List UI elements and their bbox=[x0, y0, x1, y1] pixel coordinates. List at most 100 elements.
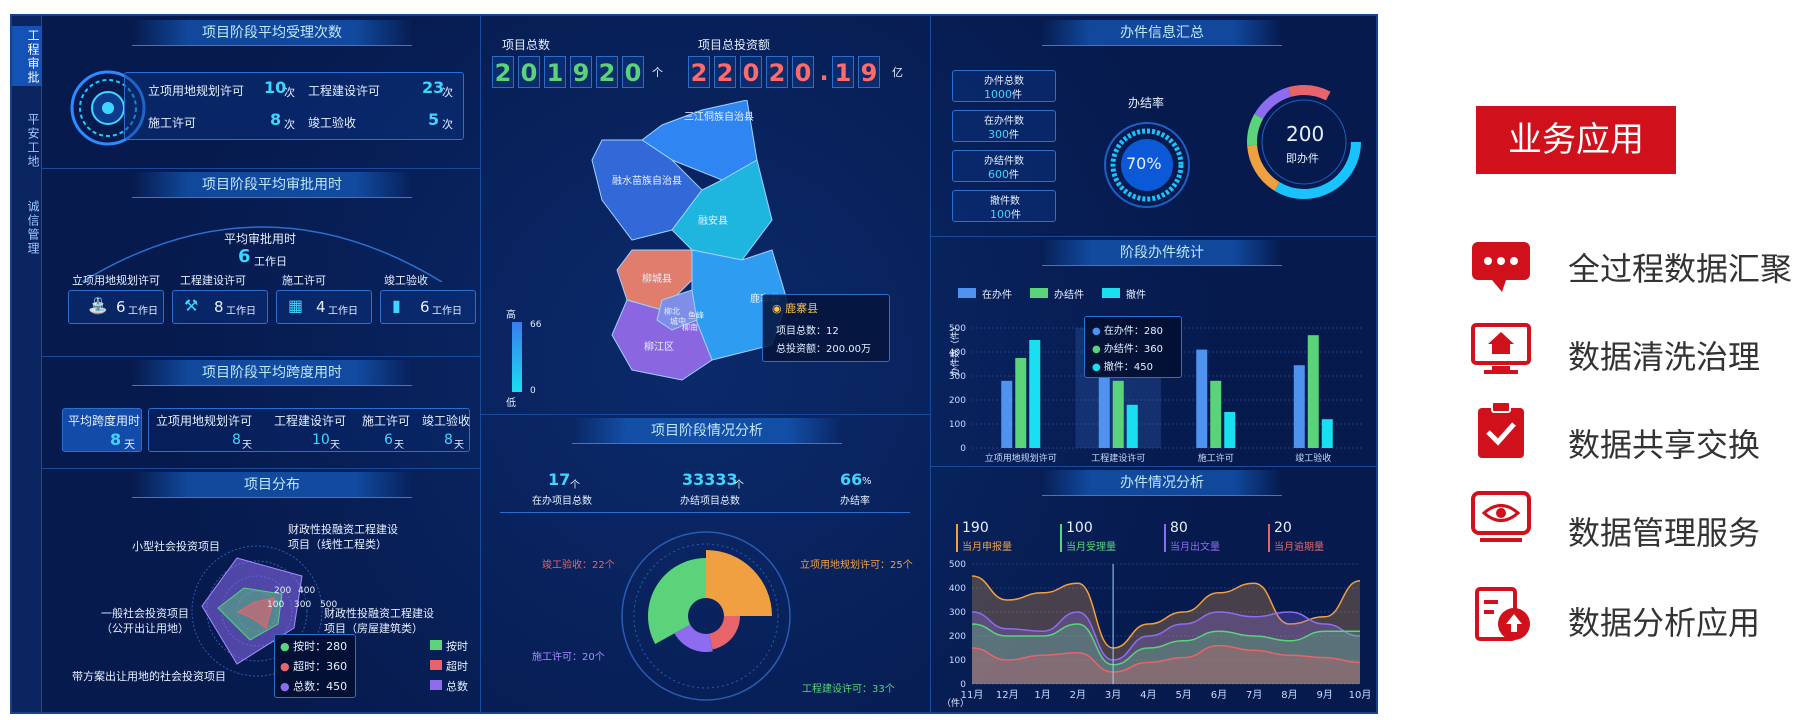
area-line[interactable] bbox=[971, 623, 1360, 666]
map-region-label: 柳北 bbox=[664, 307, 680, 316]
tab-credit-management[interactable]: 诚信管理 bbox=[26, 200, 40, 256]
bar[interactable] bbox=[1224, 412, 1236, 448]
legend-swatch bbox=[1102, 288, 1120, 298]
invest-digit: 2 bbox=[688, 56, 710, 88]
avg-span-unit: 天 bbox=[394, 440, 404, 451]
stage-kpi-unit: 个 bbox=[570, 480, 580, 491]
legend-label[interactable]: 撤件 bbox=[1126, 290, 1146, 301]
bar[interactable] bbox=[1015, 358, 1027, 448]
legend-label[interactable]: 总数 bbox=[446, 680, 468, 693]
avg-count-label: 立项用地规划许可 bbox=[148, 84, 245, 98]
radar-tick: 100 bbox=[267, 600, 285, 610]
clipboard-check-icon bbox=[1478, 401, 1524, 458]
map-region-label: 三江侗族自治县 bbox=[684, 112, 754, 123]
map-region-label: 鱼峰 bbox=[688, 311, 704, 320]
fountain-icon: ⛲ bbox=[88, 296, 108, 315]
app-item-label[interactable]: 数据管理服务 bbox=[1568, 514, 1761, 552]
avg-count-value: 10 bbox=[264, 78, 287, 97]
legend-swatch bbox=[430, 660, 442, 670]
legend-label[interactable]: 在办件 bbox=[982, 290, 1012, 301]
tab-engineering-approval[interactable]: 工程审批 bbox=[12, 26, 42, 86]
city-map bbox=[591, 100, 788, 381]
pie-slice[interactable] bbox=[709, 616, 740, 650]
area-line[interactable] bbox=[971, 575, 1361, 649]
bar-xtick: 竣工验收 bbox=[1295, 452, 1331, 464]
summary-value: 300件 bbox=[988, 128, 1019, 141]
avg-count-value: 23 bbox=[422, 78, 445, 97]
bar-ylabel: 办件数（件） bbox=[951, 321, 961, 376]
pie-slice[interactable] bbox=[648, 558, 706, 644]
area-xtick: 12月 bbox=[996, 689, 1019, 701]
area-ytick: 500 bbox=[949, 560, 966, 570]
area-xtick: 7月 bbox=[1246, 689, 1262, 701]
bar-xtick: 工程建设许可 bbox=[1091, 452, 1145, 464]
avg-time-center-unit: 工作日 bbox=[254, 255, 287, 268]
bar[interactable] bbox=[1307, 335, 1319, 448]
pie-slice[interactable] bbox=[706, 550, 772, 616]
office-kpi-label: 当月申报量 bbox=[962, 542, 1012, 553]
sidebar: 工程审批 平安工地 诚信管理 bbox=[12, 16, 42, 712]
app-item-label[interactable]: 数据分析应用 bbox=[1568, 604, 1761, 642]
app-item-label[interactable]: 全过程数据汇聚 bbox=[1568, 250, 1793, 288]
summary-card bbox=[952, 70, 1056, 102]
pie-label: 竣工验收：22个 bbox=[542, 560, 615, 571]
area-fill bbox=[972, 624, 1360, 684]
count-digit: 1 bbox=[544, 56, 566, 88]
avg-span-lead-value: 8 bbox=[110, 430, 122, 449]
bar[interactable] bbox=[1293, 365, 1305, 448]
bar[interactable] bbox=[1196, 349, 1208, 448]
pie-slice[interactable] bbox=[674, 624, 713, 652]
bar-ytick: 0 bbox=[960, 444, 966, 454]
bar[interactable] bbox=[1321, 419, 1333, 448]
legend-label[interactable]: 超时 bbox=[446, 660, 468, 673]
radar-tick: 500 bbox=[320, 600, 338, 610]
bar[interactable] bbox=[1112, 380, 1124, 448]
legend-label[interactable]: 按时 bbox=[446, 640, 468, 653]
map-scale-max: 66 bbox=[530, 320, 542, 330]
radar-tooltip bbox=[274, 634, 356, 698]
map-region bbox=[656, 289, 698, 331]
crane-icon: ⚒ bbox=[184, 296, 199, 315]
tab-safe-site[interactable]: 平安工地 bbox=[26, 113, 40, 169]
office-kpi-value: 20 bbox=[1274, 520, 1292, 536]
map-region-label: 柳南 bbox=[682, 323, 698, 332]
app-item-label[interactable]: 数据共享交换 bbox=[1568, 426, 1761, 464]
monitor-home-icon bbox=[1471, 323, 1531, 374]
rate-label: 办结率 bbox=[1128, 96, 1165, 110]
area-line[interactable] bbox=[971, 644, 1361, 673]
map-region-label: 柳江区 bbox=[644, 342, 674, 353]
eye-screen-icon bbox=[1471, 491, 1531, 542]
avg-time-value: 4 bbox=[316, 298, 326, 316]
area-xtick: 2月 bbox=[1070, 689, 1086, 701]
stage-kpi-unit: % bbox=[862, 476, 872, 487]
map-region-label: 柳城县 bbox=[642, 274, 672, 285]
area-xtick: 11月 bbox=[961, 689, 984, 701]
area-fill bbox=[972, 612, 1360, 684]
kpi-marker bbox=[1268, 524, 1270, 552]
map-region-label: 城中 bbox=[670, 317, 686, 326]
avg-time-label: 立项用地规划许可 bbox=[72, 274, 160, 287]
stage-kpi-label: 办结率 bbox=[840, 496, 870, 507]
bar[interactable] bbox=[1126, 404, 1138, 448]
business-tag: 业务应用 bbox=[1476, 106, 1676, 174]
bar[interactable] bbox=[1029, 340, 1041, 448]
radar-tooltip-line: ● 总数：450 bbox=[280, 680, 348, 693]
bar-ytick: 300 bbox=[949, 372, 966, 382]
avg-span-strip bbox=[148, 408, 470, 452]
bar[interactable] bbox=[1210, 380, 1222, 448]
avg-span-value: 6 bbox=[384, 432, 393, 448]
area-line[interactable] bbox=[971, 611, 1361, 661]
bar-ytick: 400 bbox=[949, 348, 966, 358]
avg-span-unit: 天 bbox=[242, 440, 252, 451]
summary-label: 撤件数 bbox=[990, 196, 1020, 207]
brick-icon: ▦ bbox=[288, 296, 304, 315]
app-item-label[interactable]: 数据清洗治理 bbox=[1568, 338, 1761, 376]
legend-label[interactable]: 办结件 bbox=[1054, 290, 1084, 301]
avg-count-label: 竣工验收 bbox=[308, 116, 357, 130]
summary-label: 在办件数 bbox=[984, 116, 1024, 127]
bar[interactable] bbox=[1098, 376, 1110, 448]
avg-time-card bbox=[276, 290, 372, 324]
radar-overtime-area bbox=[236, 597, 275, 629]
office-kpi-value: 190 bbox=[962, 520, 989, 536]
bar[interactable] bbox=[1001, 380, 1013, 448]
